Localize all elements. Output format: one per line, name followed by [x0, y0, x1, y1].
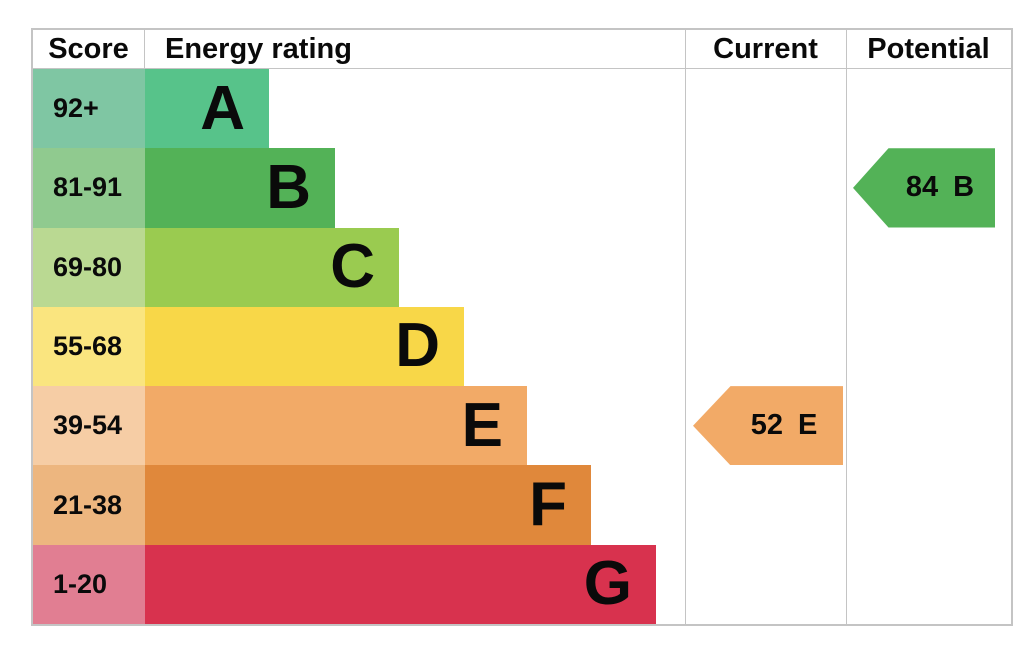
rating-bands: 92+ A 81-91 B 69-80 C 55-68 D 39-54 E 21-38 F 1-20 G [33, 69, 1011, 624]
rating-band-row: 1-20 G [33, 544, 1011, 624]
band-score-range: 92+ [33, 69, 145, 149]
band-letter: F [529, 470, 567, 540]
potential-rating-arrow: 84 B [853, 148, 995, 228]
current-rating-value: 52 [750, 409, 783, 442]
band-letter: G [583, 549, 632, 619]
current-rating-arrow: 52 E [693, 386, 843, 466]
potential-rating-value: 84 [905, 171, 939, 204]
band-score-range: 69-80 [33, 227, 145, 307]
potential-rating-grade: B [953, 171, 975, 204]
band-bar: D [145, 306, 464, 387]
score-column-header: Score [33, 30, 145, 68]
band-score-range: 1-20 [33, 544, 145, 624]
energy-rating-column-header: Energy rating [165, 33, 352, 65]
band-letter: D [395, 311, 440, 381]
potential-column-header: Potential [867, 33, 990, 65]
band-bar: F [145, 465, 591, 545]
band-letter: B [266, 152, 311, 222]
rating-band-row: 69-80 C [33, 227, 1011, 307]
band-score-range: 21-38 [33, 465, 145, 545]
band-score-range: 39-54 [33, 386, 145, 466]
band-letter: A [200, 73, 245, 143]
band-bar: A [145, 69, 269, 149]
band-bar: G [145, 544, 656, 624]
rating-band-row: 55-68 D [33, 306, 1011, 387]
rating-band-row: 92+ A [33, 69, 1011, 149]
band-bar: E [145, 386, 527, 466]
rating-band-row: 39-54 E [33, 386, 1011, 466]
epc-rating-chart: Score Energy rating Current Potential 92… [31, 28, 1013, 626]
band-bar: C [145, 227, 399, 307]
potential-column-divider [846, 30, 847, 624]
chart-header-row: Score Energy rating Current Potential [33, 30, 1011, 69]
current-column-divider [685, 30, 686, 624]
band-letter: C [330, 232, 375, 302]
rating-band-row: 21-38 F [33, 465, 1011, 545]
band-score-range: 81-91 [33, 148, 145, 228]
current-column-header: Current [713, 33, 818, 65]
band-score-range: 55-68 [33, 306, 145, 387]
rating-band-row: 81-91 B [33, 148, 1011, 228]
band-bar: B [145, 148, 335, 228]
band-letter: E [461, 390, 503, 460]
current-rating-grade: E [797, 409, 818, 442]
